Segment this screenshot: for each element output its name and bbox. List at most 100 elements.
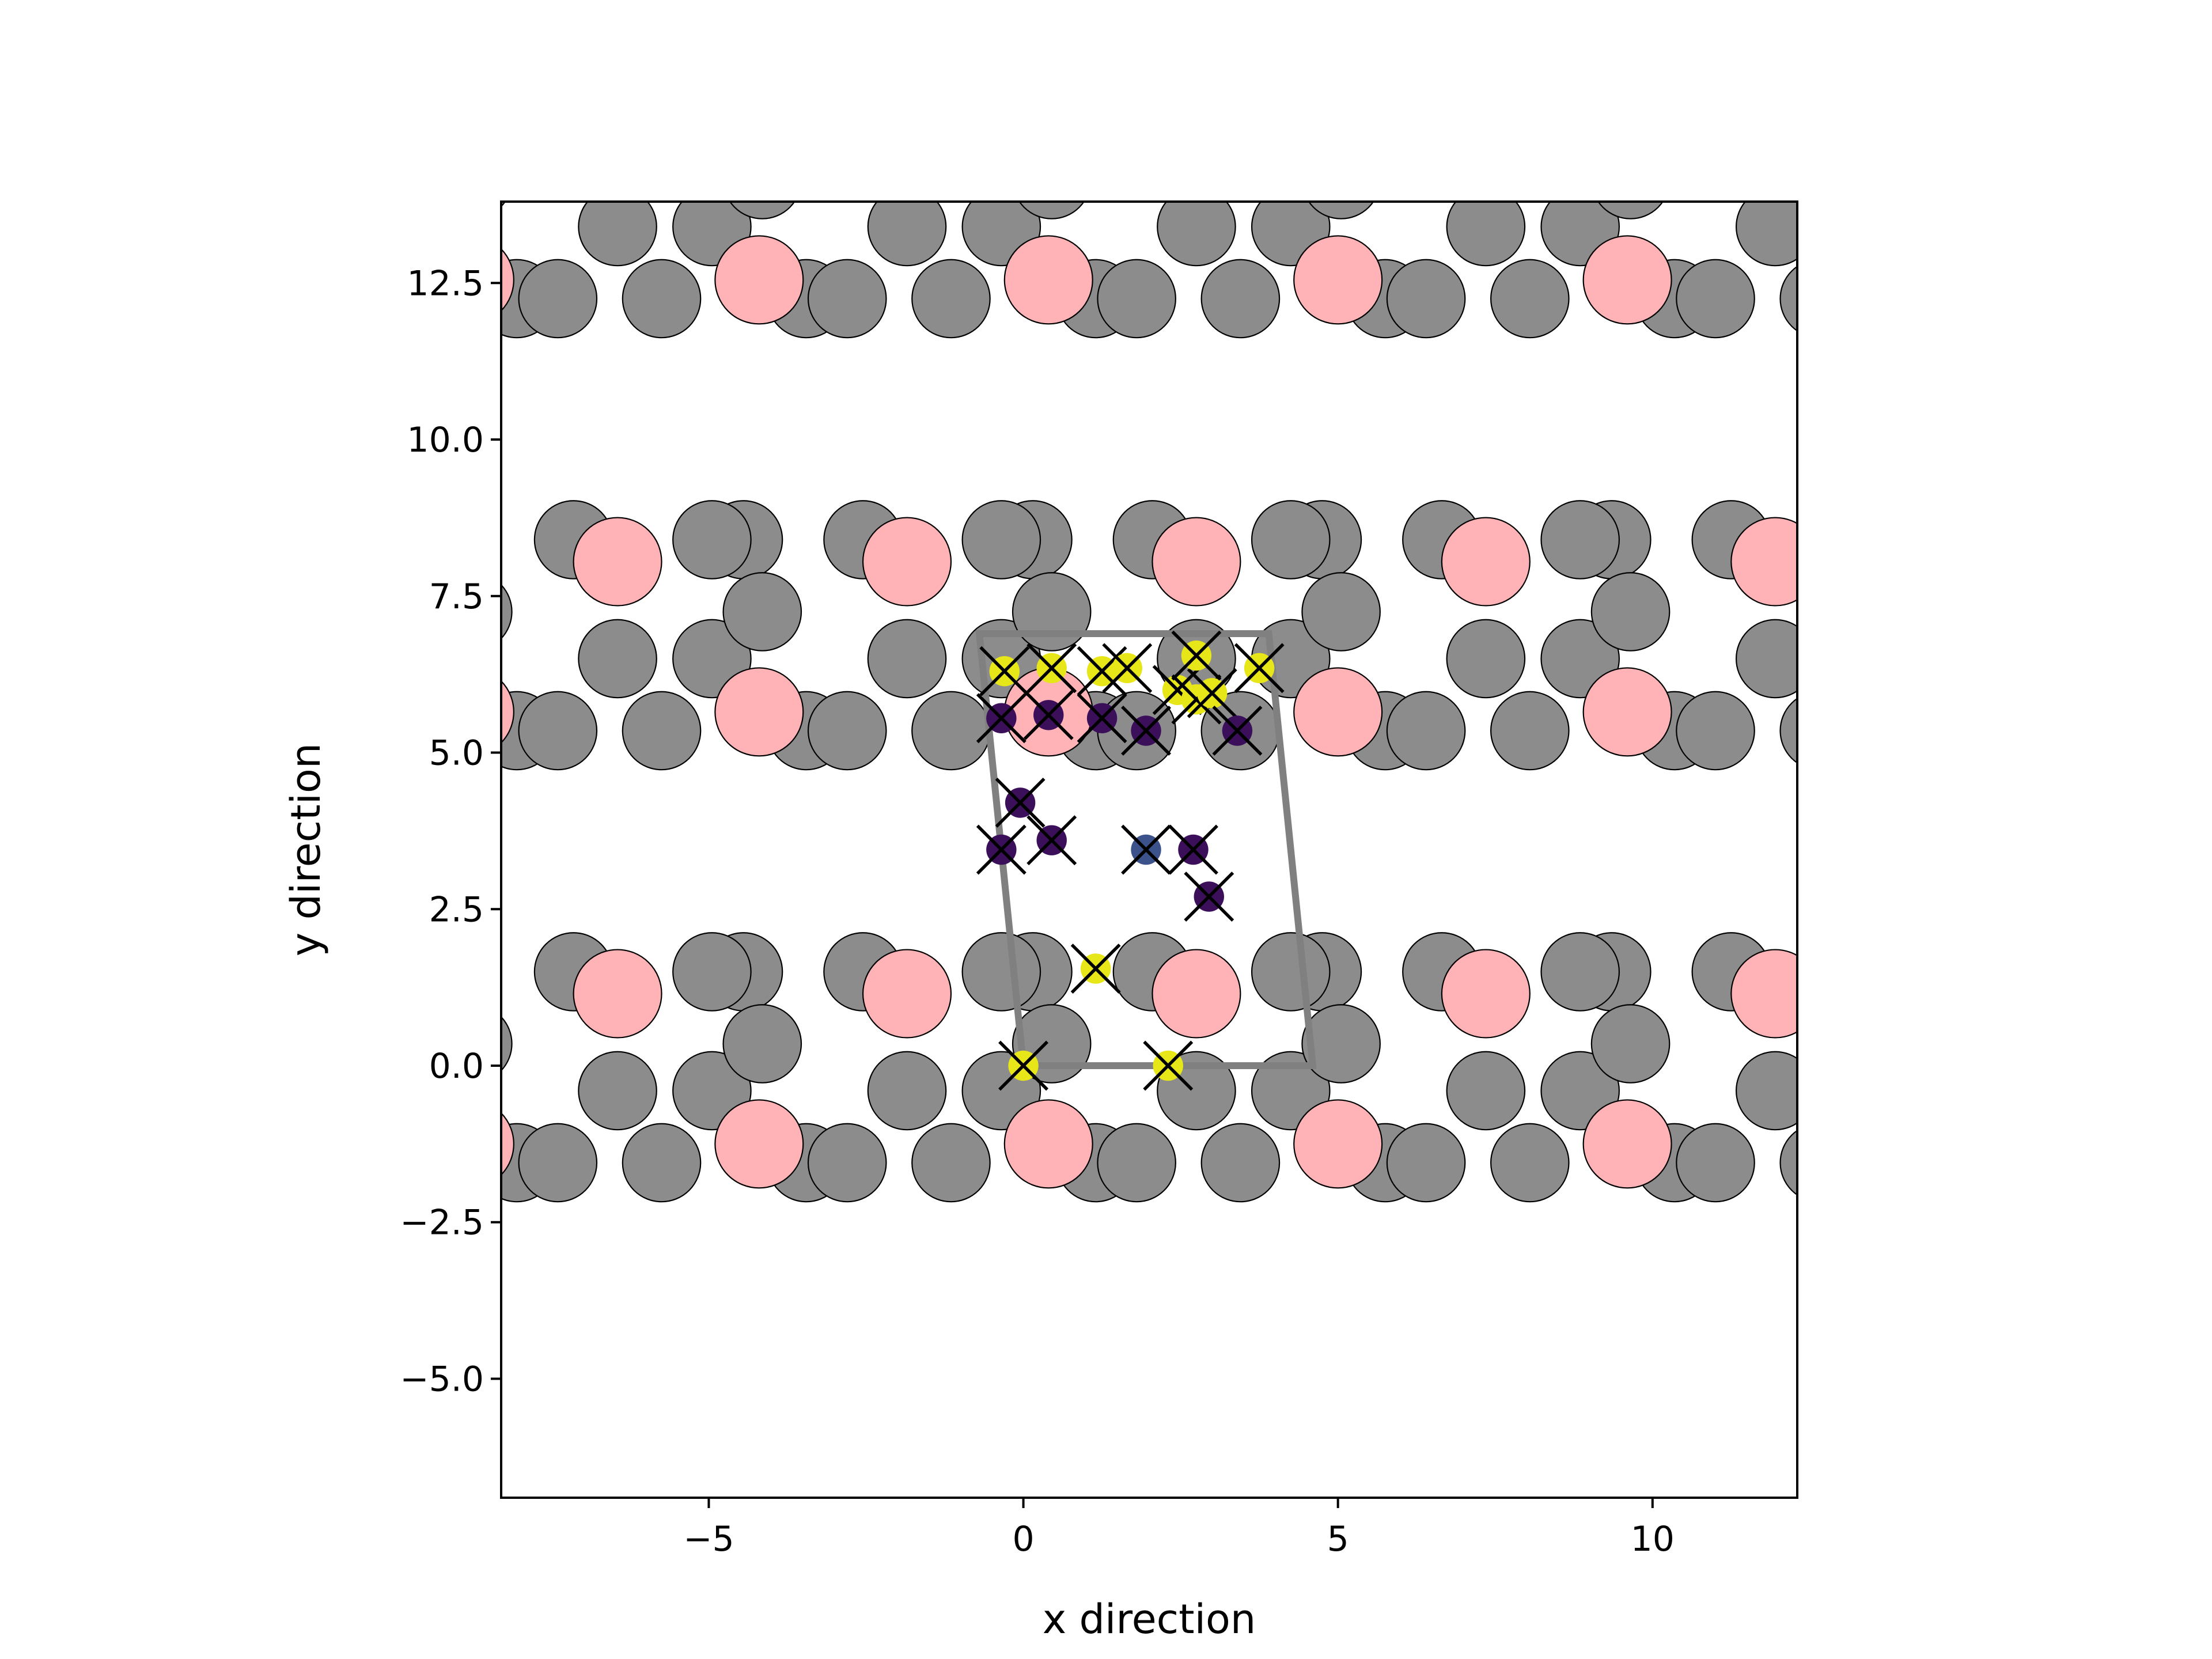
gray-atom (622, 1123, 702, 1203)
gray-atom (1590, 1004, 1671, 1084)
gray-atom (1386, 691, 1466, 771)
site-cross-marker (1121, 824, 1171, 875)
gray-atom (501, 584, 513, 640)
gray-atom (1251, 500, 1331, 579)
gray-atom (1676, 691, 1755, 771)
plot-area (501, 202, 1797, 1203)
gray-atom (1676, 259, 1755, 339)
gray-atom (807, 691, 887, 771)
gray-atom (1200, 259, 1281, 339)
gray-atom (1779, 1130, 1797, 1196)
gray-atom (1301, 572, 1381, 652)
site-cross-marker (1168, 824, 1218, 875)
gray-atom (911, 691, 991, 771)
gray-atom (961, 932, 1041, 1012)
gray-atom (1735, 619, 1797, 699)
gray-atom (518, 691, 598, 771)
pink-atom (1152, 949, 1241, 1039)
site-cross-marker (1023, 690, 1074, 740)
pink-atom (714, 1099, 804, 1189)
gray-atom (1490, 259, 1570, 339)
x-tick-label: 10 (1631, 1519, 1675, 1559)
gray-atom (1386, 259, 1466, 339)
gray-atom (1446, 202, 1526, 267)
gray-atom (578, 619, 657, 699)
gray-atom (622, 691, 702, 771)
gray-atom (1590, 572, 1671, 652)
gray-atom (1540, 932, 1620, 1012)
gray-atom (807, 1123, 887, 1203)
gray-atom (578, 202, 657, 267)
gray-atom (867, 619, 947, 699)
pink-atom (1293, 235, 1383, 325)
site-cross-marker (976, 693, 1027, 744)
gray-atom (961, 500, 1041, 579)
atoms-layer (501, 202, 1797, 1203)
pink-atom (501, 248, 514, 312)
x-tick-label: 0 (1012, 1519, 1034, 1559)
gray-atom (1200, 1123, 1281, 1203)
site-cross-marker (1171, 630, 1222, 681)
gray-atom (1446, 1051, 1526, 1131)
site-cross-marker (1184, 872, 1234, 922)
site-cross-marker (1070, 944, 1121, 994)
pink-atom (1003, 1099, 1093, 1189)
pink-atom (1730, 949, 1797, 1039)
pink-atom (1730, 517, 1797, 607)
gray-atom (867, 202, 947, 267)
gray-atom (1735, 202, 1797, 267)
pink-atom (1441, 517, 1531, 607)
y-tick-label: 5.0 (429, 733, 484, 774)
gray-atom (1597, 202, 1664, 219)
gray-atom (911, 1123, 991, 1203)
pink-atom (501, 680, 514, 744)
pink-atom (1441, 949, 1531, 1039)
gray-atom (1251, 932, 1331, 1012)
y-tick-label: −5.0 (400, 1359, 484, 1399)
site-cross-marker (1077, 693, 1127, 744)
x-axis-label: x direction (1043, 1596, 1256, 1643)
y-tick-label: 12.5 (407, 263, 484, 304)
gray-atom (1386, 1123, 1466, 1203)
pink-atom (1152, 517, 1241, 607)
gray-atom (1301, 1004, 1381, 1084)
y-tick-label: 10.0 (407, 420, 484, 460)
gray-atom (1308, 202, 1374, 219)
x-axis: −5 0 5 10 (683, 1498, 1675, 1559)
gray-atom (518, 259, 598, 339)
gray-atom (1097, 259, 1176, 339)
y-tick-label: 2.5 (429, 889, 484, 930)
pink-atom (862, 949, 952, 1039)
plot-frame (500, 200, 1798, 1499)
gray-atom (1446, 619, 1526, 699)
y-tick-label: 0.0 (429, 1046, 484, 1086)
pink-atom (1293, 667, 1383, 757)
pink-atom (1293, 1099, 1383, 1189)
gray-atom (518, 1123, 598, 1203)
gray-atom (911, 259, 991, 339)
gray-atom (501, 1016, 513, 1072)
gray-atom (1490, 1123, 1570, 1203)
pink-atom (1582, 235, 1672, 325)
pink-atom (1582, 1099, 1672, 1189)
gray-atom (867, 1051, 947, 1131)
site-cross-marker (1077, 646, 1127, 696)
pink-atom (714, 235, 804, 325)
gray-atom (1018, 202, 1085, 219)
gray-atom (1779, 266, 1797, 332)
gray-atom (722, 572, 802, 652)
gray-atom (1490, 691, 1570, 771)
gray-atom (807, 259, 887, 339)
site-cross-marker (979, 646, 1030, 696)
sites-layer (976, 630, 1285, 1091)
y-tick-label: 7.5 (429, 577, 484, 617)
gray-atom (622, 259, 702, 339)
pink-atom (573, 949, 662, 1039)
site-cross-marker (998, 1040, 1049, 1091)
gray-atom (1097, 1123, 1176, 1203)
gray-atom (578, 1051, 657, 1131)
site-cross-marker (1212, 706, 1263, 756)
x-tick-label: 5 (1327, 1519, 1349, 1559)
